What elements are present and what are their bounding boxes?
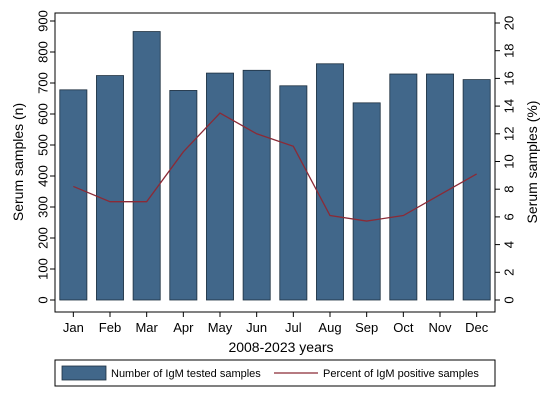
x-tick-label-mar: Mar: [135, 320, 158, 335]
legend-label-bars: Number of IgM tested samples: [111, 368, 261, 380]
y-axis-left-title: Serum samples (n): [10, 103, 26, 221]
bar-jan: [59, 89, 88, 301]
y-left-tick-label: 700: [36, 72, 51, 94]
y-right-tick-label: 4: [502, 241, 517, 248]
x-axis-title: 2008-2023 years: [228, 339, 333, 355]
y-left-tick-label: 600: [36, 103, 51, 125]
bar-oct: [389, 73, 418, 301]
bar-may: [206, 72, 234, 301]
bar-jun: [242, 69, 271, 301]
y-left-tick-label: 100: [36, 258, 51, 280]
line-series-percent: [73, 112, 477, 222]
plot-frame: [54, 12, 496, 313]
y-left-tick-label: 400: [36, 165, 51, 187]
bar-feb: [96, 75, 124, 301]
x-tick-label-dec: Dec: [465, 320, 489, 335]
x-tick-label-jan: Jan: [63, 320, 84, 335]
x-tick-label-aug: Aug: [318, 320, 341, 335]
bar-dec: [462, 79, 491, 301]
bar-jul: [279, 85, 308, 301]
y-left-tick-label: 500: [36, 134, 51, 156]
x-tick-label-may: May: [208, 320, 233, 335]
x-tick-label-feb: Feb: [99, 320, 121, 335]
y-left-tick-label: 0: [36, 296, 51, 303]
y-axis-right-title: Serum samples (%): [524, 101, 540, 224]
legend: Number of IgM tested samples Percent of …: [54, 359, 496, 387]
bar-mar: [132, 31, 161, 301]
y-right-tick-label: 10: [502, 154, 517, 168]
bar-apr: [169, 90, 198, 301]
y-right-tick-label: 8: [502, 186, 517, 193]
legend-swatch-bars: [61, 365, 107, 381]
y-right-tick-label: 2: [502, 269, 517, 276]
y-right-tick-label: 18: [502, 43, 517, 57]
bar-aug: [316, 63, 344, 301]
x-tick-label-nov: Nov: [428, 320, 452, 335]
y-right-tick-label: 16: [502, 71, 517, 85]
y-left-tick-label: 900: [36, 10, 51, 32]
y-right-tick-label: 14: [502, 99, 517, 113]
x-tick-label-apr: Apr: [173, 320, 194, 335]
x-tick-label-sep: Sep: [355, 320, 378, 335]
x-tick-label-jun: Jun: [246, 320, 267, 335]
x-tick-label-jul: Jul: [285, 320, 302, 335]
y-right-tick-label: 20: [502, 16, 517, 30]
legend-label-line: Percent of IgM positive samples: [323, 368, 479, 380]
y-right-tick-label: 6: [502, 213, 517, 220]
x-tick-label-oct: Oct: [393, 320, 414, 335]
y-right-tick-label: 0: [502, 296, 517, 303]
y-right-tick-label: 12: [502, 127, 517, 141]
plot-area: 0 100 200 300 400 500 600 700 800 900 0 2 4 6 8 10 12 14 1…: [36, 10, 517, 335]
y-left-tick-label: 200: [36, 227, 51, 249]
y-left-tick-label: 300: [36, 196, 51, 218]
y-left-tick-label: 800: [36, 41, 51, 63]
bar-nov: [426, 73, 454, 301]
bar-sep: [352, 102, 381, 301]
